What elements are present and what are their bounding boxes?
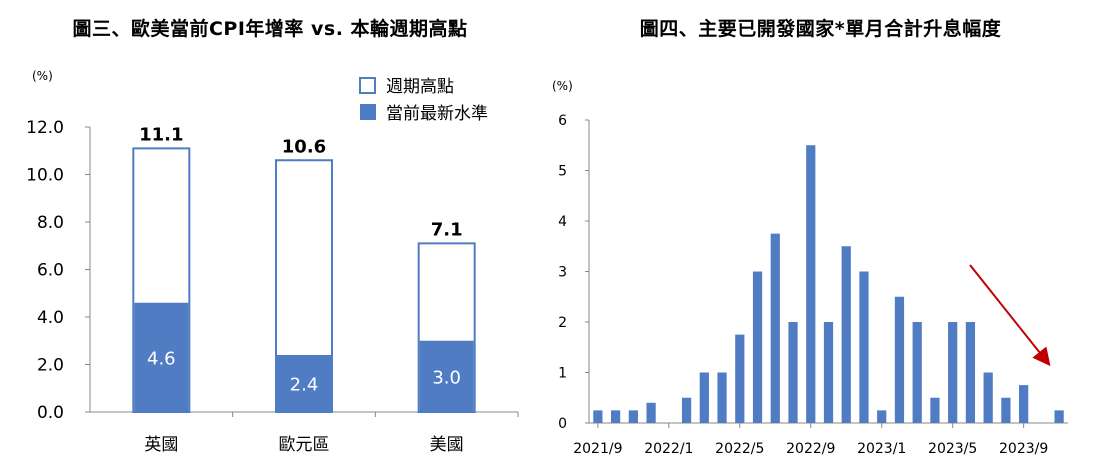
rate-hike-bar	[681, 397, 692, 423]
current-bar	[277, 355, 331, 412]
x-tick-label: 2021/9	[573, 441, 622, 457]
y-tick-label: 1	[558, 366, 567, 382]
x-tick-label: 2022/9	[786, 441, 835, 457]
rate-hike-bar	[699, 372, 709, 423]
rate-hike-bar	[912, 322, 922, 423]
x-tick-label: 2023/1	[857, 441, 906, 457]
current-value-label: 2.4	[290, 375, 319, 396]
trend-arrow	[969, 264, 1051, 367]
y-tick-label: 0	[558, 416, 567, 432]
y-tick-label: 5	[558, 164, 567, 180]
current-bar	[419, 340, 474, 412]
rate-hike-bar	[593, 410, 603, 423]
y-tick-label: 8.0	[37, 213, 64, 233]
rate-hike-bar	[894, 296, 905, 423]
rate-hike-bar	[841, 246, 851, 423]
rate-hike-bar	[948, 322, 958, 423]
current-bar	[134, 302, 189, 412]
legend-label-peak: 週期高點	[386, 77, 454, 97]
rate-hike-bar	[983, 372, 993, 423]
y-tick-label: 10.0	[26, 166, 64, 186]
rate-hike-bar	[877, 410, 887, 423]
y-unit-label: (%)	[552, 79, 573, 93]
legend-label-current: 當前最新水準	[386, 104, 488, 124]
x-tick-label: 2022/5	[715, 441, 764, 457]
category-label: 英國	[144, 435, 178, 455]
y-tick-label: 6.0	[37, 261, 64, 281]
rate-hike-bar	[770, 233, 780, 423]
cpi-chart: (%) 0.0 2.0 4.0 6.0 8.0 10.0 12.0 11.1 4.6 英國 10.6 2…	[26, 69, 519, 455]
y-tick-label: 4	[558, 214, 567, 230]
rate-hike-bar	[752, 271, 763, 423]
rate-hike-bar	[823, 322, 834, 423]
rate-hike-chart-title: 圖四、主要已開發國家*單月合計升息幅度	[639, 18, 1002, 40]
x-tick-label: 2023/5	[928, 441, 977, 457]
y-tick-label: 2.0	[37, 356, 64, 376]
rate-hike-bar	[646, 402, 656, 423]
rate-hike-bar	[965, 322, 976, 423]
x-tick-label: 2023/9	[999, 441, 1048, 457]
y-tick-label: 2	[558, 315, 567, 331]
rate-hike-bar	[1001, 397, 1011, 423]
y-tick-label: 12.0	[26, 118, 64, 138]
current-value-label: 4.6	[147, 348, 176, 369]
rate-hike-bar	[610, 410, 621, 423]
y-tick-label: 0.0	[37, 403, 64, 423]
rate-hike-bar	[735, 334, 745, 423]
rate-hike-bar	[859, 271, 869, 423]
rate-hike-bar	[806, 145, 816, 423]
y-unit-label: (%)	[32, 69, 53, 83]
category-label: 歐元區	[279, 435, 330, 455]
rate-hike-bar	[628, 410, 638, 423]
cpi-chart-title: 圖三、歐美當前CPI年增率 vs. 本輪週期高點	[72, 18, 468, 40]
peak-value-label: 11.1	[139, 124, 183, 145]
y-tick-label: 3	[558, 265, 567, 281]
peak-value-label: 7.1	[431, 219, 463, 240]
cpi-chart-panel: 圖三、歐美當前CPI年增率 vs. 本輪週期高點 (%) 0.0 2.0 4.0 6.0…	[0, 0, 540, 464]
legend-swatch-current	[360, 104, 376, 120]
peak-value-label: 10.6	[282, 136, 326, 157]
rate-hike-chart-panel: 圖四、主要已開發國家*單月合計升息幅度 (%) 0 1 2 3 4 5 6 2021/9 2022…	[548, 0, 1093, 464]
rate-hike-bar	[788, 322, 798, 423]
x-tick-label: 2022/1	[644, 441, 693, 457]
category-label: 美國	[430, 435, 464, 455]
rate-hike-bar	[930, 397, 940, 423]
rate-hike-bar	[717, 372, 727, 423]
legend-swatch-peak	[359, 77, 376, 94]
current-value-label: 3.0	[432, 367, 461, 388]
rate-hike-bar	[1054, 410, 1064, 423]
y-tick-label: 6	[558, 113, 567, 129]
rate-hike-chart: (%) 0 1 2 3 4 5 6 2021/9 2022/1 2022/5 2022/9 2023/1…	[552, 79, 1068, 457]
rate-hike-bar	[1019, 385, 1029, 423]
y-tick-label: 4.0	[37, 308, 64, 328]
